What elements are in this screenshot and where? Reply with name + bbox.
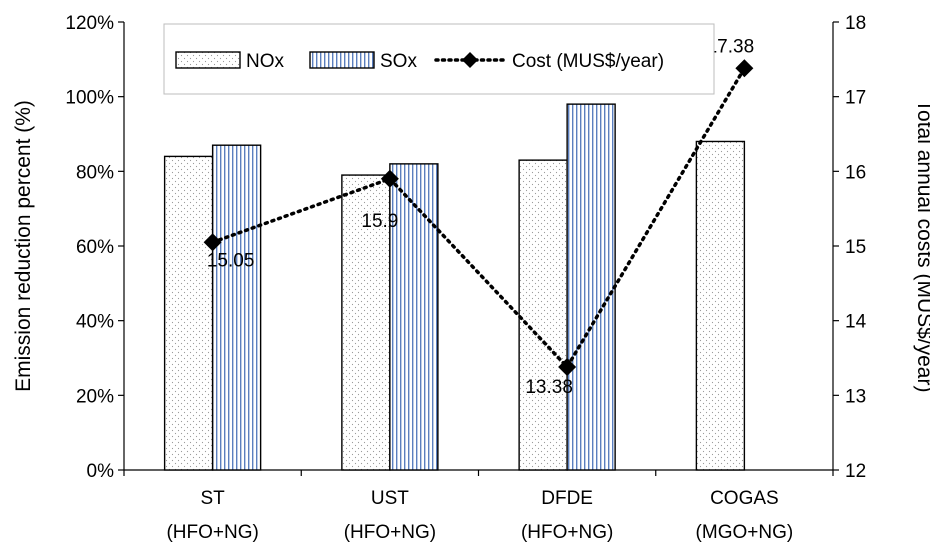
y2-tick-label: 17 xyxy=(845,88,866,109)
y2-tick-label: 16 xyxy=(845,162,866,183)
y-tick-label: 20% xyxy=(76,386,114,407)
category-label: UST xyxy=(371,488,409,509)
x-axis-ticks xyxy=(123,470,834,476)
bar-sox xyxy=(211,144,262,471)
category-sublabel: (HFO+NG) xyxy=(166,522,258,543)
legend-swatch-nox xyxy=(175,51,241,69)
y-tick-label: 80% xyxy=(76,162,114,183)
legend-label-nox: NOx xyxy=(246,51,285,72)
y2-tick-label: 13 xyxy=(845,386,866,407)
y2-tick-label: 18 xyxy=(845,13,866,34)
cost-data-label: 17.38 xyxy=(707,36,755,57)
bar-nox xyxy=(163,155,214,471)
legend-marker-cost xyxy=(462,52,478,68)
bars-group xyxy=(163,103,746,471)
right-axis-ticks: 12 13 14 15 16 17 18 xyxy=(833,13,867,482)
bar-sox xyxy=(566,103,616,471)
category-label: DFDE xyxy=(541,488,593,509)
legend-label-cost: Cost (MUS$/year) xyxy=(512,51,664,72)
cost-line-group: 15.05 15.9 13.38 17.38 xyxy=(203,36,755,398)
cost-point xyxy=(203,233,222,252)
cost-point xyxy=(380,169,399,188)
category-label: COGAS xyxy=(710,488,779,509)
y-tick-label: 40% xyxy=(76,312,114,333)
y-tick-label: 60% xyxy=(76,237,114,258)
category-sublabel: (HFO+NG) xyxy=(521,522,613,543)
cost-point xyxy=(735,59,754,78)
y2-axis-title: Total annual costs (MUS$/year) xyxy=(913,100,930,393)
y-tick-label: 0% xyxy=(87,461,115,482)
category-sublabel: (MGO+NG) xyxy=(696,522,794,543)
cost-data-label: 13.38 xyxy=(525,377,573,398)
cost-data-label: 15.9 xyxy=(361,211,398,232)
bar-nox xyxy=(695,140,746,471)
y2-tick-label: 14 xyxy=(845,312,867,333)
left-axis-ticks: 0% 20% 40% 60% 80% 100% 120% xyxy=(65,13,124,482)
bar-sox xyxy=(389,163,439,471)
cost-series-line xyxy=(210,66,747,370)
category-labels: ST (HFO+NG) UST (HFO+NG) DFDE (HFO+NG) COGAS (M… xyxy=(166,488,793,543)
legend: NOx SOx Cost (MUS$/year) xyxy=(163,23,715,95)
category-sublabel: (HFO+NG) xyxy=(344,522,436,543)
y-tick-label: 100% xyxy=(65,88,114,109)
bar-nox xyxy=(341,174,391,471)
cost-data-label: 15.05 xyxy=(207,250,255,271)
y-axis-title: Emission reduction percent (%) xyxy=(12,100,35,392)
legend-swatch-sox xyxy=(309,51,375,69)
cost-point xyxy=(558,357,577,376)
y2-tick-label: 12 xyxy=(845,461,866,482)
category-label: ST xyxy=(200,488,225,509)
legend-label-sox: SOx xyxy=(380,51,417,72)
y2-tick-label: 15 xyxy=(845,237,866,258)
bar-nox xyxy=(518,159,568,471)
y-tick-label: 120% xyxy=(65,13,114,34)
